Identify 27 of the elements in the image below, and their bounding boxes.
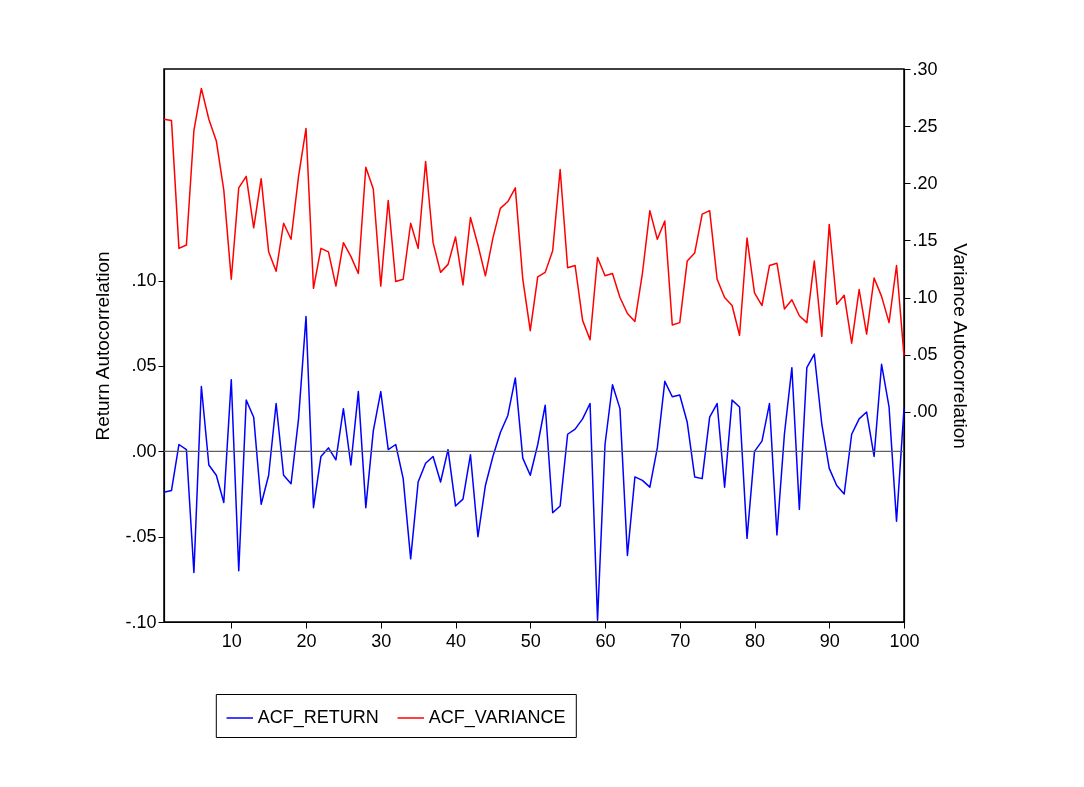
x-tick-label: 40 — [446, 630, 467, 651]
y2-axis-title: Variance Autocorrelation — [949, 243, 971, 449]
x-tick-label: 20 — [296, 630, 317, 651]
x-tick-label: 50 — [520, 630, 541, 651]
y-tick-label: -.05 — [125, 526, 157, 547]
line-series — [163, 87, 905, 357]
x-tick-label: 30 — [371, 630, 392, 651]
x-tick-label: 80 — [744, 630, 766, 651]
y-tick-label: .05 — [131, 355, 157, 376]
legend-label: ACF_VARIANCE — [428, 707, 566, 728]
y-tick-label: .00 — [131, 440, 157, 461]
y2-tick-label: .00 — [912, 401, 938, 422]
y-axis-title: Return Autocorrelation — [92, 251, 114, 441]
y2-tick-label: .10 — [912, 287, 938, 308]
y2-tick-label: .15 — [912, 229, 938, 250]
x-tick-label: 70 — [670, 630, 691, 651]
y-tick-label: -.10 — [125, 611, 157, 632]
y2-tick-label: .30 — [912, 58, 938, 79]
legend-label: ACF_RETURN — [257, 707, 379, 728]
x-tick-label: 60 — [595, 630, 616, 651]
y2-tick-label: .05 — [912, 344, 938, 365]
y2-tick-label: .20 — [912, 172, 938, 193]
x-tick-label: 100 — [889, 630, 920, 651]
y2-tick-label: .25 — [912, 115, 938, 136]
y-tick-label: .10 — [131, 270, 157, 291]
x-tick-label: 90 — [819, 630, 840, 651]
x-tick-label: 10 — [221, 630, 242, 651]
